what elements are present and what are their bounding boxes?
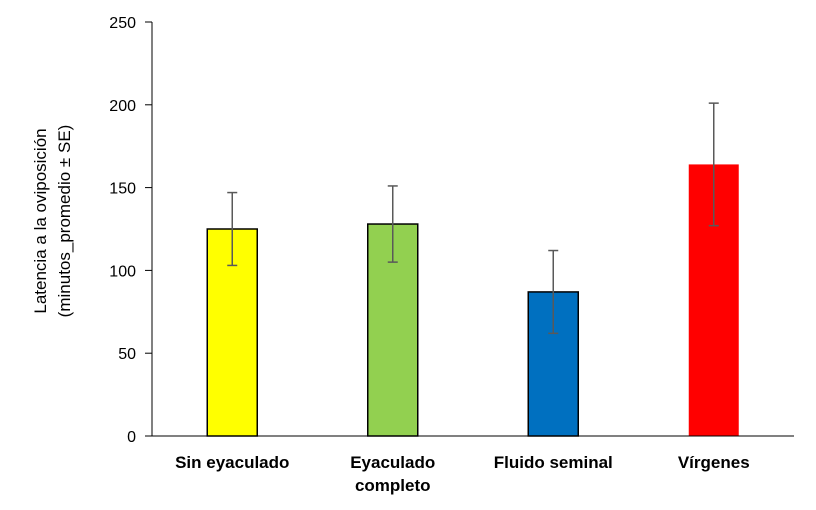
x-category-label-line: Fluido seminal [494,453,613,472]
y-axis-label: Latencia a la oviposición (minutos_promed… [31,125,74,318]
y-axis-label-line: Latencia a la oviposición [31,128,50,313]
x-category-label-line: Sin eyaculado [175,453,289,472]
y-tick-label: 250 [109,15,136,32]
x-category-label-line: Vírgenes [678,453,750,472]
y-tick-label: 0 [127,429,136,446]
x-axis: Sin eyaculado Eyaculado completo Fluido sem… [152,435,794,495]
y-tick-label: 100 [109,263,136,280]
y-axis: 0 50 100 150 200 250 [109,15,153,446]
x-category-label: Fluido seminal [494,453,613,472]
x-category-label: Eyaculado completo [350,453,435,495]
y-tick-label: 50 [118,346,136,363]
bars [206,102,739,437]
y-axis-title: Latencia a la oviposición (minutos_promed… [31,125,74,318]
y-tick-label: 150 [109,181,136,198]
x-category-label-line: Eyaculado [350,453,435,472]
y-axis-label-line: (minutos_promedio ± SE) [55,125,74,318]
x-category-label: Vírgenes [678,453,750,472]
x-category-label: Sin eyaculado [175,453,289,472]
x-category-label-line: completo [355,476,431,495]
y-tick-label: 200 [109,98,136,115]
